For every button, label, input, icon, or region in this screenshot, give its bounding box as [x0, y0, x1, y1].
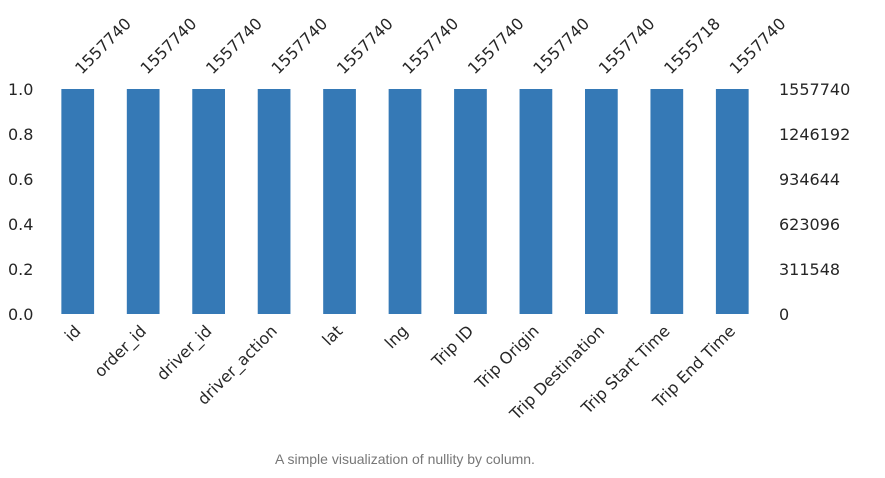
bar-2 [192, 89, 225, 314]
bar-4 [323, 89, 356, 314]
count-label-7: 1557740 [529, 14, 593, 78]
left-tick-label-5: 1.0 [8, 80, 33, 99]
right-tick-label-3: 934644 [779, 170, 840, 189]
bar-9 [650, 89, 684, 315]
bar-3 [257, 89, 291, 314]
count-label-4: 1557740 [333, 14, 397, 78]
category-label-7: Trip Origin [471, 321, 543, 393]
count-label-8: 1557740 [595, 14, 659, 78]
bar-6 [454, 89, 487, 314]
count-label-6: 1557740 [464, 14, 528, 78]
category-label-5: lng [381, 321, 412, 352]
count-labels: 1557740 1557740 1557740 1557740 1557740 15577… [71, 14, 789, 78]
left-tick-label-4: 0.8 [8, 125, 33, 144]
count-label-0: 1557740 [71, 14, 135, 78]
category-label-1: order_id [90, 321, 150, 381]
chart-caption: A simple visualization of nullity by col… [275, 451, 535, 467]
right-tick-label-5: 1557740 [779, 80, 850, 99]
bar-7 [519, 89, 553, 314]
right-axis: 0 311548 623096 934644 1246192 1557740 [779, 80, 850, 324]
bar-1 [126, 89, 160, 314]
bar-10 [715, 89, 749, 314]
right-tick-label-0: 0 [779, 305, 789, 324]
left-tick-label-2: 0.4 [8, 215, 33, 234]
bar-5 [388, 89, 422, 314]
category-label-2: driver_id [153, 321, 216, 384]
left-axis: 0.0 0.2 0.4 0.6 0.8 1.0 [8, 80, 33, 324]
bar-0 [61, 89, 95, 314]
category-label-6: Trip ID [427, 321, 477, 371]
left-tick-label-1: 0.2 [8, 260, 33, 279]
bars-group [61, 89, 749, 315]
right-tick-label-2: 623096 [779, 215, 840, 234]
left-tick-label-3: 0.6 [8, 170, 33, 189]
category-label-4: lat [318, 321, 346, 349]
right-tick-label-1: 311548 [779, 260, 840, 279]
count-label-1: 1557740 [137, 14, 201, 78]
category-label-0: id [61, 321, 85, 345]
count-label-3: 1557740 [267, 14, 331, 78]
left-tick-label-0: 0.0 [8, 305, 33, 324]
count-label-10: 1557740 [726, 14, 790, 78]
count-label-9: 1555718 [660, 14, 724, 78]
count-label-2: 1557740 [202, 14, 266, 78]
right-tick-label-4: 1246192 [779, 125, 850, 144]
bar-8 [585, 89, 618, 314]
count-label-5: 1557740 [398, 14, 462, 78]
